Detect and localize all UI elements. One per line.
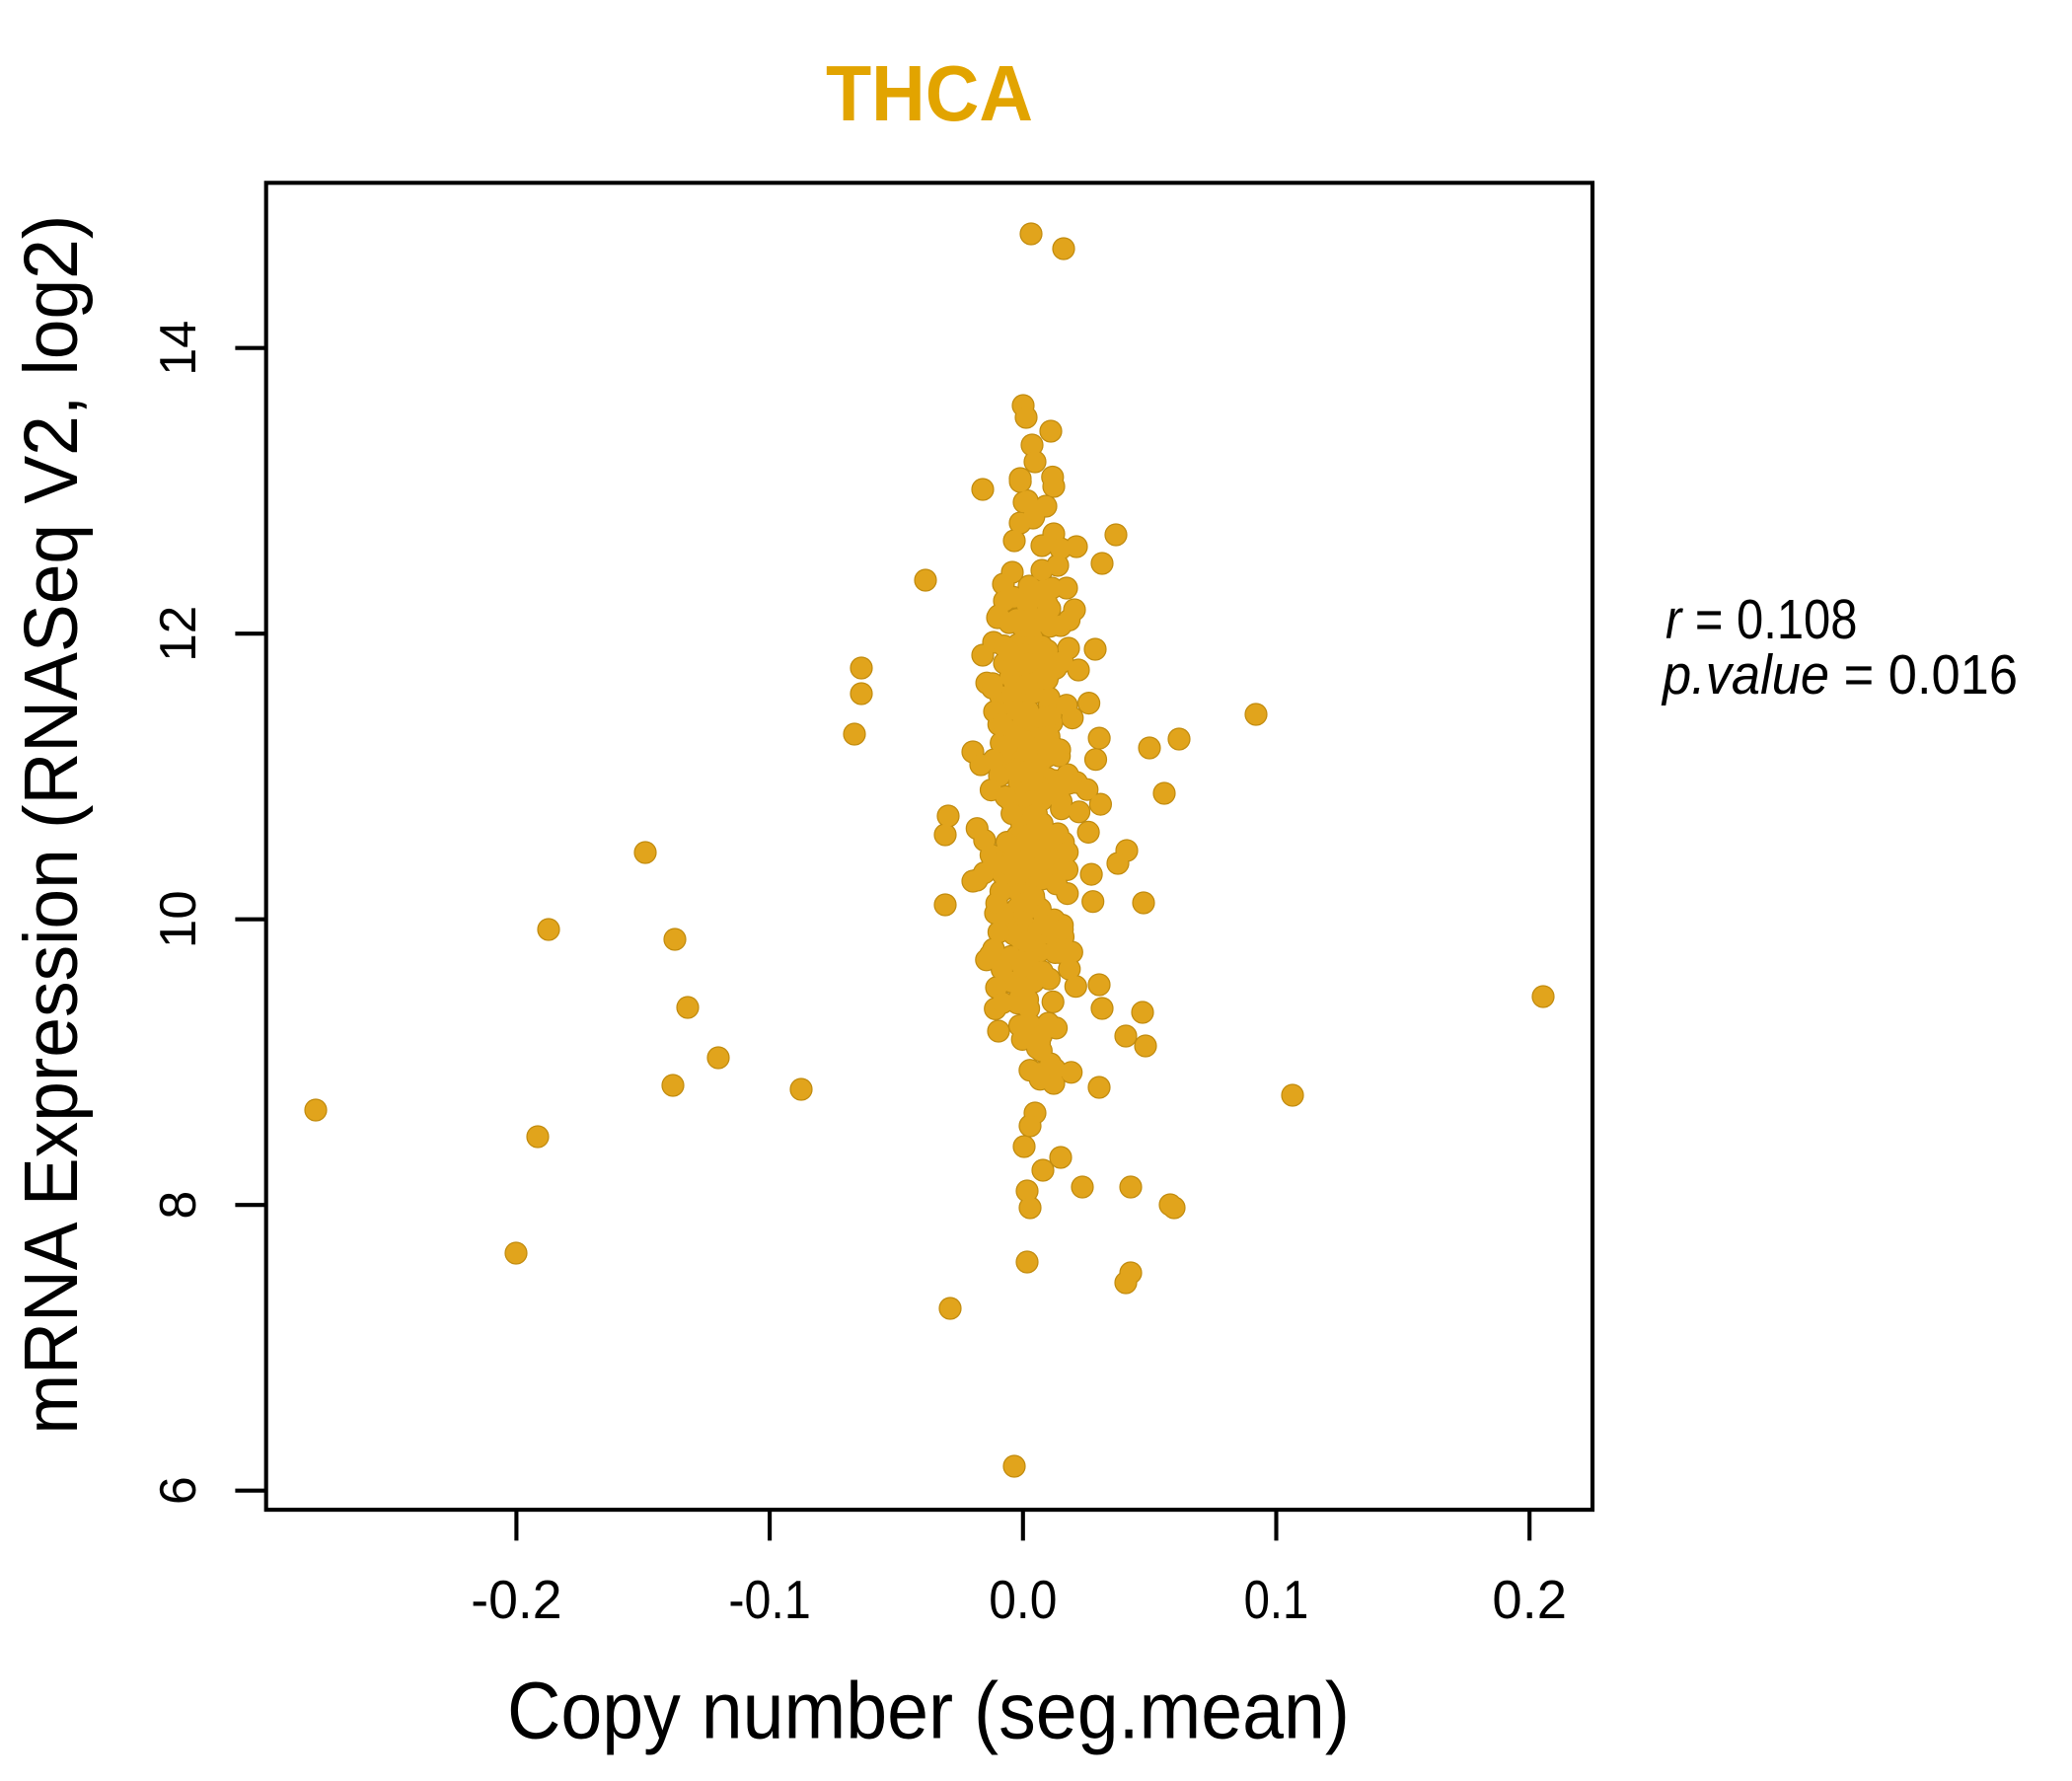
- svg-text:10: 10: [150, 890, 207, 948]
- svg-text:14: 14: [150, 321, 207, 376]
- svg-text:12: 12: [150, 606, 207, 662]
- svg-text:-0.1: -0.1: [728, 1569, 810, 1630]
- svg-text:8: 8: [150, 1191, 207, 1220]
- svg-text:Copy number (seg.mean): Copy number (seg.mean): [507, 1667, 1350, 1756]
- svg-text:p.value = 0.016: p.value = 0.016: [1661, 643, 2018, 706]
- svg-text:0.1: 0.1: [1244, 1569, 1309, 1630]
- svg-text:0.2: 0.2: [1492, 1569, 1567, 1630]
- svg-text:0.0: 0.0: [989, 1569, 1057, 1630]
- svg-text:THCA: THCA: [826, 49, 1033, 137]
- svg-text:mRNA Expression (RNASeq V2, lo: mRNA Expression (RNASeq V2, log2): [9, 215, 94, 1435]
- svg-text:r = 0.108: r = 0.108: [1665, 588, 1858, 651]
- svg-text:6: 6: [150, 1476, 207, 1505]
- svg-text:-0.2: -0.2: [471, 1569, 561, 1630]
